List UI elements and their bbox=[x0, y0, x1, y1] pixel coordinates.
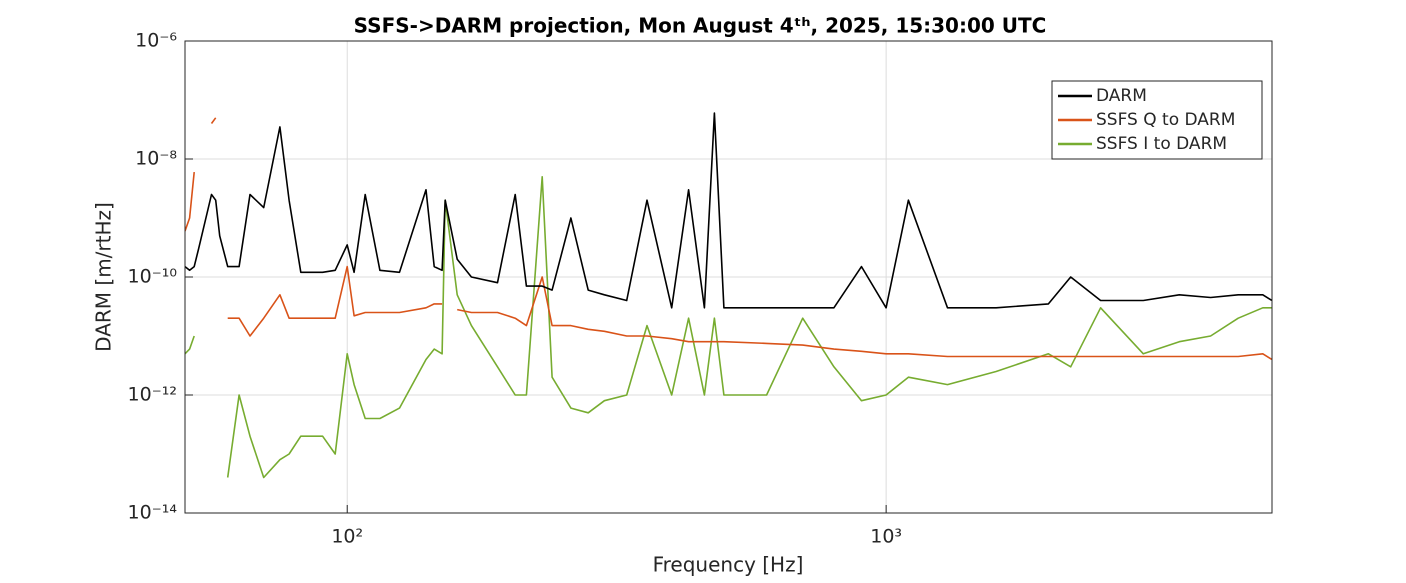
series-line bbox=[185, 117, 1272, 361]
plot-area bbox=[184, 40, 1273, 514]
y-tick-label: 10⁻⁶ bbox=[135, 30, 177, 52]
y-tick-label: 10⁻¹² bbox=[128, 384, 177, 406]
chart-title: SSFS->DARM projection, Mon August 4ᵗʰ, 2… bbox=[354, 14, 1047, 38]
legend-label: SSFS Q to DARM bbox=[1096, 110, 1235, 130]
legend-label: DARM bbox=[1096, 86, 1147, 106]
x-tick-label: 10³ bbox=[870, 526, 902, 548]
y-tick-label: 10⁻⁸ bbox=[135, 148, 177, 170]
series-line bbox=[185, 112, 1272, 309]
y-axis-label: DARM [m/rtHz] bbox=[92, 202, 116, 352]
series-group bbox=[185, 112, 1272, 479]
y-tick-label: 10⁻¹⁰ bbox=[128, 266, 177, 288]
x-axis-label: Frequency [Hz] bbox=[653, 553, 804, 577]
y-tick-label: 10⁻¹⁴ bbox=[128, 502, 178, 524]
legend-label: SSFS I to DARM bbox=[1096, 134, 1227, 154]
series-line bbox=[185, 176, 1272, 479]
x-tick-label: 10² bbox=[331, 526, 363, 548]
